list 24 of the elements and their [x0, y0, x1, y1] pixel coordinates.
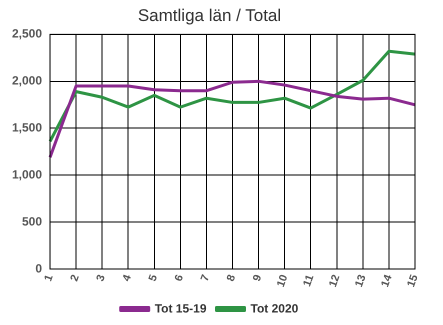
x-tick-label: 14 — [379, 272, 395, 289]
x-tick-label: 4 — [120, 272, 134, 284]
legend-label: Tot 15-19 — [154, 301, 207, 316]
y-tick-label: 2,000 — [12, 74, 42, 88]
y-tick-label: 500 — [22, 214, 42, 228]
chart-title: Samtliga län / Total — [138, 6, 282, 25]
y-tick-label: 1,000 — [12, 167, 42, 182]
x-tick-label: 6 — [172, 273, 186, 284]
y-tick-label: 0 — [35, 261, 42, 276]
x-tick-label: 10 — [274, 273, 290, 289]
y-tick-label: 2,500 — [12, 26, 42, 41]
x-tick-label: 13 — [353, 273, 369, 289]
x-tick-label: 12 — [327, 273, 342, 289]
x-tick-label: 2 — [68, 273, 82, 284]
y-tick-label: 1,500 — [12, 120, 42, 135]
x-tick-label: 8 — [224, 273, 238, 284]
x-tick-label: 9 — [250, 273, 264, 284]
legend-label: Tot 2020 — [250, 301, 299, 316]
x-tick-label: 7 — [198, 273, 212, 284]
x-tick-label: 15 — [405, 273, 421, 289]
x-tick-label: 1 — [42, 273, 56, 284]
x-tick-label: 11 — [301, 273, 316, 288]
x-tick-label: 5 — [146, 273, 160, 284]
x-tick-label: 3 — [94, 273, 108, 284]
